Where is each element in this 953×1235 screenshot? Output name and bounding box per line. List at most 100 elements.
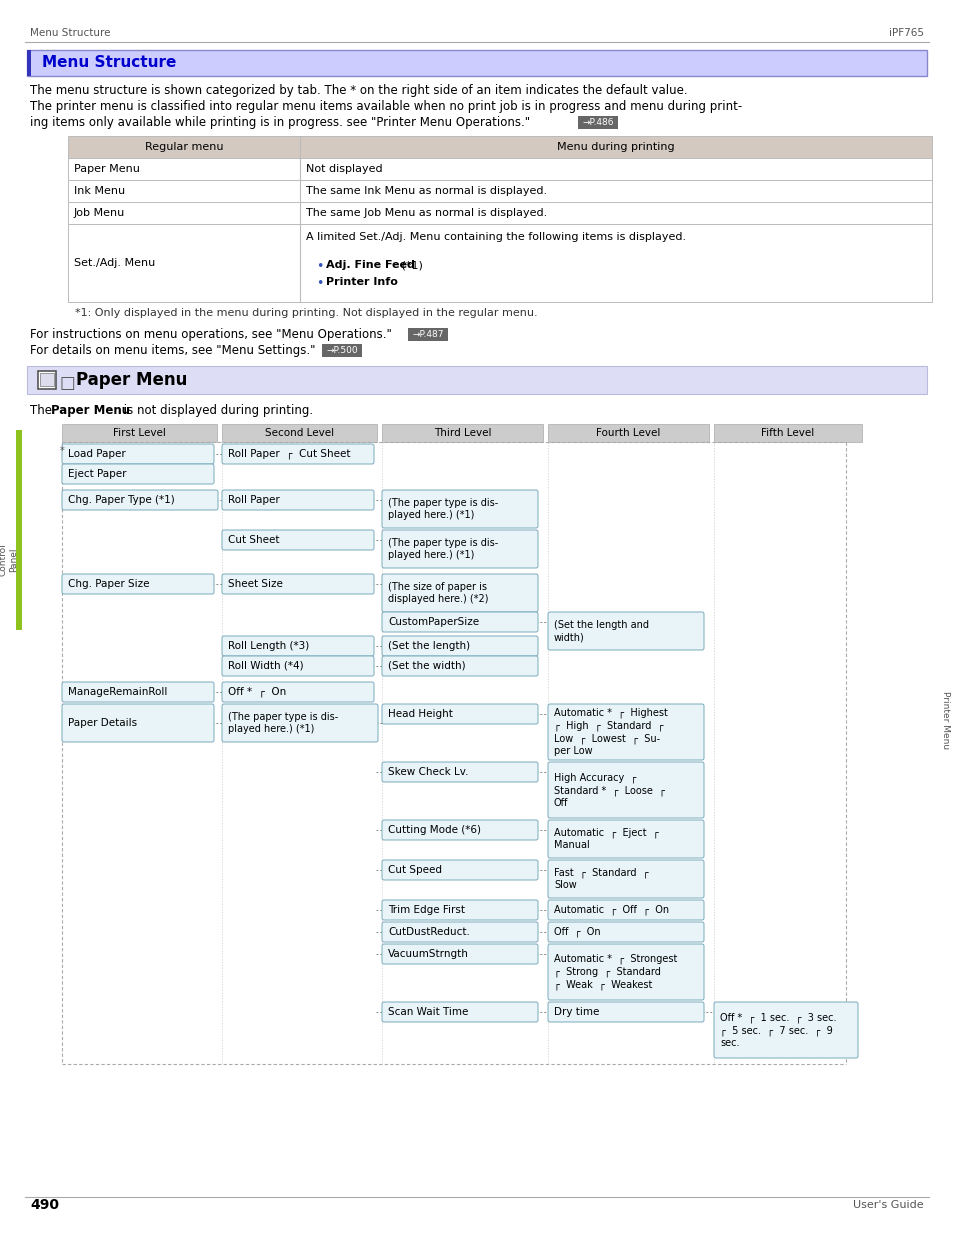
Text: (Set the length): (Set the length): [388, 641, 470, 651]
FancyBboxPatch shape: [381, 656, 537, 676]
Text: Fourth Level: Fourth Level: [596, 429, 660, 438]
Text: Adj. Fine Feed: Adj. Fine Feed: [326, 261, 415, 270]
Text: Printer Info: Printer Info: [326, 277, 397, 287]
Text: Eject Paper: Eject Paper: [68, 469, 127, 479]
FancyBboxPatch shape: [381, 1002, 537, 1023]
FancyBboxPatch shape: [713, 1002, 857, 1058]
Text: Set./Adj. Menu: Set./Adj. Menu: [74, 258, 155, 268]
Text: VacuumStrngth: VacuumStrngth: [388, 948, 468, 960]
Text: (*1): (*1): [397, 261, 422, 270]
Bar: [38, 370, 56, 389]
Text: CutDustReduct.: CutDustReduct.: [388, 927, 470, 937]
Bar: [713, 424, 862, 442]
Text: Menu Structure: Menu Structure: [30, 28, 111, 38]
Bar: [68, 224, 931, 303]
Text: (The paper type is dis-
played here.) (*1): (The paper type is dis- played here.) (*…: [388, 537, 497, 561]
FancyBboxPatch shape: [222, 636, 374, 656]
Text: Roll Paper: Roll Paper: [228, 495, 279, 505]
Text: (The paper type is dis-
played here.) (*1): (The paper type is dis- played here.) (*…: [228, 711, 338, 734]
FancyBboxPatch shape: [547, 704, 703, 760]
FancyBboxPatch shape: [381, 820, 537, 840]
Text: Menu during printing: Menu during printing: [557, 142, 674, 152]
Bar: [547, 424, 708, 442]
FancyBboxPatch shape: [547, 923, 703, 942]
Bar: [322, 345, 361, 357]
Bar: [68, 203, 931, 224]
Text: ManageRemainRoll: ManageRemainRoll: [68, 687, 167, 697]
FancyBboxPatch shape: [62, 490, 218, 510]
FancyBboxPatch shape: [381, 530, 537, 568]
Bar: [27, 49, 926, 77]
FancyBboxPatch shape: [547, 944, 703, 1000]
Text: Cut Speed: Cut Speed: [388, 864, 441, 876]
Text: Trim Edge First: Trim Edge First: [388, 905, 464, 915]
Text: Dry time: Dry time: [554, 1007, 598, 1016]
Text: Load Paper: Load Paper: [68, 450, 126, 459]
Text: Regular menu: Regular menu: [145, 142, 223, 152]
Text: (Set the length and
width): (Set the length and width): [554, 620, 648, 642]
Text: •: •: [315, 261, 323, 273]
FancyBboxPatch shape: [222, 704, 377, 742]
Text: Control
Panel: Control Panel: [0, 543, 18, 577]
FancyBboxPatch shape: [222, 445, 374, 464]
Text: Automatic  ┌  Off  ┌  On: Automatic ┌ Off ┌ On: [554, 905, 668, 915]
Text: Scan Wait Time: Scan Wait Time: [388, 1007, 468, 1016]
FancyBboxPatch shape: [381, 762, 537, 782]
Bar: [578, 116, 618, 128]
FancyBboxPatch shape: [381, 613, 537, 632]
FancyBboxPatch shape: [62, 704, 213, 742]
Text: For instructions on menu operations, see "Menu Operations.": For instructions on menu operations, see…: [30, 329, 392, 341]
Text: Paper Menu: Paper Menu: [51, 404, 130, 417]
Text: Job Menu: Job Menu: [74, 207, 125, 219]
Text: User's Guide: User's Guide: [853, 1200, 923, 1210]
Text: Sheet Size: Sheet Size: [228, 579, 283, 589]
Text: For details on menu items, see "Menu Settings.": For details on menu items, see "Menu Set…: [30, 345, 315, 357]
Text: •: •: [315, 277, 323, 290]
FancyBboxPatch shape: [381, 944, 537, 965]
Text: Second Level: Second Level: [265, 429, 334, 438]
Text: Off  ┌  On: Off ┌ On: [554, 926, 600, 937]
Bar: [62, 424, 216, 442]
Text: A limited Set./Adj. Menu containing the following items is displayed.: A limited Set./Adj. Menu containing the …: [306, 232, 685, 242]
Text: The same Job Menu as normal is displayed.: The same Job Menu as normal is displayed…: [306, 207, 547, 219]
Text: Off *  ┌  On: Off * ┌ On: [228, 687, 286, 698]
FancyBboxPatch shape: [222, 490, 374, 510]
Text: Chg. Paper Size: Chg. Paper Size: [68, 579, 150, 589]
Bar: [408, 329, 448, 341]
FancyBboxPatch shape: [62, 464, 213, 484]
FancyBboxPatch shape: [222, 530, 374, 550]
Bar: [40, 373, 54, 387]
FancyBboxPatch shape: [547, 613, 703, 650]
Text: →P.486: →P.486: [581, 119, 613, 127]
Bar: [381, 424, 542, 442]
Text: *1: Only displayed in the menu during printing. Not displayed in the regular men: *1: Only displayed in the menu during pr…: [75, 308, 537, 317]
FancyBboxPatch shape: [62, 682, 213, 701]
Text: Paper Menu: Paper Menu: [76, 370, 187, 389]
Text: Paper Details: Paper Details: [68, 718, 137, 727]
Text: →P.500: →P.500: [326, 346, 357, 354]
Text: Skew Check Lv.: Skew Check Lv.: [388, 767, 468, 777]
FancyBboxPatch shape: [222, 574, 374, 594]
Bar: [68, 136, 931, 158]
Text: Not displayed: Not displayed: [306, 164, 382, 174]
Text: Head Height: Head Height: [388, 709, 453, 719]
Text: Cutting Mode (*6): Cutting Mode (*6): [388, 825, 480, 835]
Text: The same Ink Menu as normal is displayed.: The same Ink Menu as normal is displayed…: [306, 186, 547, 196]
Text: The menu structure is shown categorized by tab. The * on the right side of an it: The menu structure is shown categorized …: [30, 84, 687, 98]
Text: Automatic *  ┌  Highest
┌  High  ┌  Standard  ┌
Low  ┌  Lowest  ┌  Su-
per Low: Automatic * ┌ Highest ┌ High ┌ Standard …: [554, 708, 667, 756]
Text: Paper Menu: Paper Menu: [74, 164, 140, 174]
Text: Automatic *  ┌  Strongest
┌  Strong  ┌  Standard
┌  Weak  ┌  Weakest: Automatic * ┌ Strongest ┌ Strong ┌ Stand…: [554, 953, 677, 990]
Text: Roll Length (*3): Roll Length (*3): [228, 641, 309, 651]
FancyBboxPatch shape: [547, 820, 703, 858]
Text: Roll Width (*4): Roll Width (*4): [228, 661, 303, 671]
Text: Cut Sheet: Cut Sheet: [228, 535, 279, 545]
FancyBboxPatch shape: [381, 923, 537, 942]
Text: □: □: [60, 374, 75, 391]
Text: The: The: [30, 404, 55, 417]
FancyBboxPatch shape: [381, 574, 537, 613]
Text: Automatic  ┌  Eject  ┌
Manual: Automatic ┌ Eject ┌ Manual: [554, 827, 659, 851]
Text: Chg. Paper Type (*1): Chg. Paper Type (*1): [68, 495, 174, 505]
Bar: [68, 158, 931, 180]
Bar: [16, 430, 22, 630]
Text: First Level: First Level: [113, 429, 166, 438]
